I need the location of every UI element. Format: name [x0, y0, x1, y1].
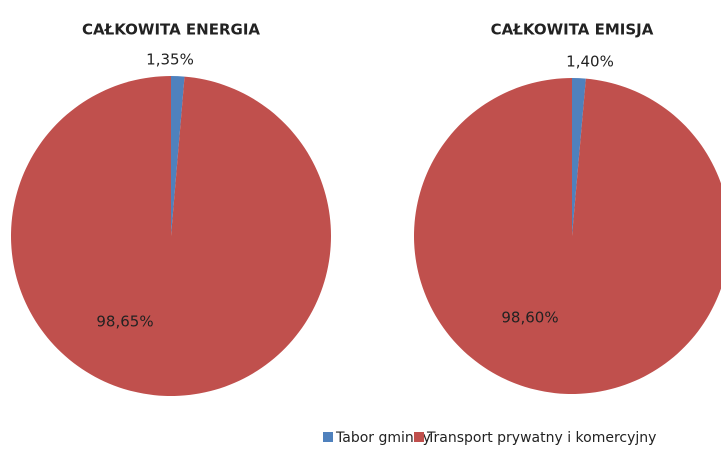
- pie-slice: [171, 76, 185, 236]
- pie-slice: [414, 78, 721, 394]
- legend-swatch: [414, 432, 424, 442]
- legend-swatch: [323, 432, 333, 442]
- data-label: 1,35%: [146, 51, 194, 69]
- legend-label: Transport prywatny i komercyjny: [426, 430, 656, 446]
- data-label: 1,40%: [566, 53, 614, 71]
- pie-slice: [572, 78, 586, 236]
- pie-slice: [10, 76, 331, 397]
- legend-label: Tabor gminny: [335, 430, 431, 446]
- data-label: 98,65%: [96, 313, 153, 331]
- chart-title: CAŁKOWITA EMISJA: [491, 21, 654, 39]
- data-label: 98,60%: [501, 309, 558, 327]
- chart-title: CAŁKOWITA ENERGIA: [82, 21, 260, 39]
